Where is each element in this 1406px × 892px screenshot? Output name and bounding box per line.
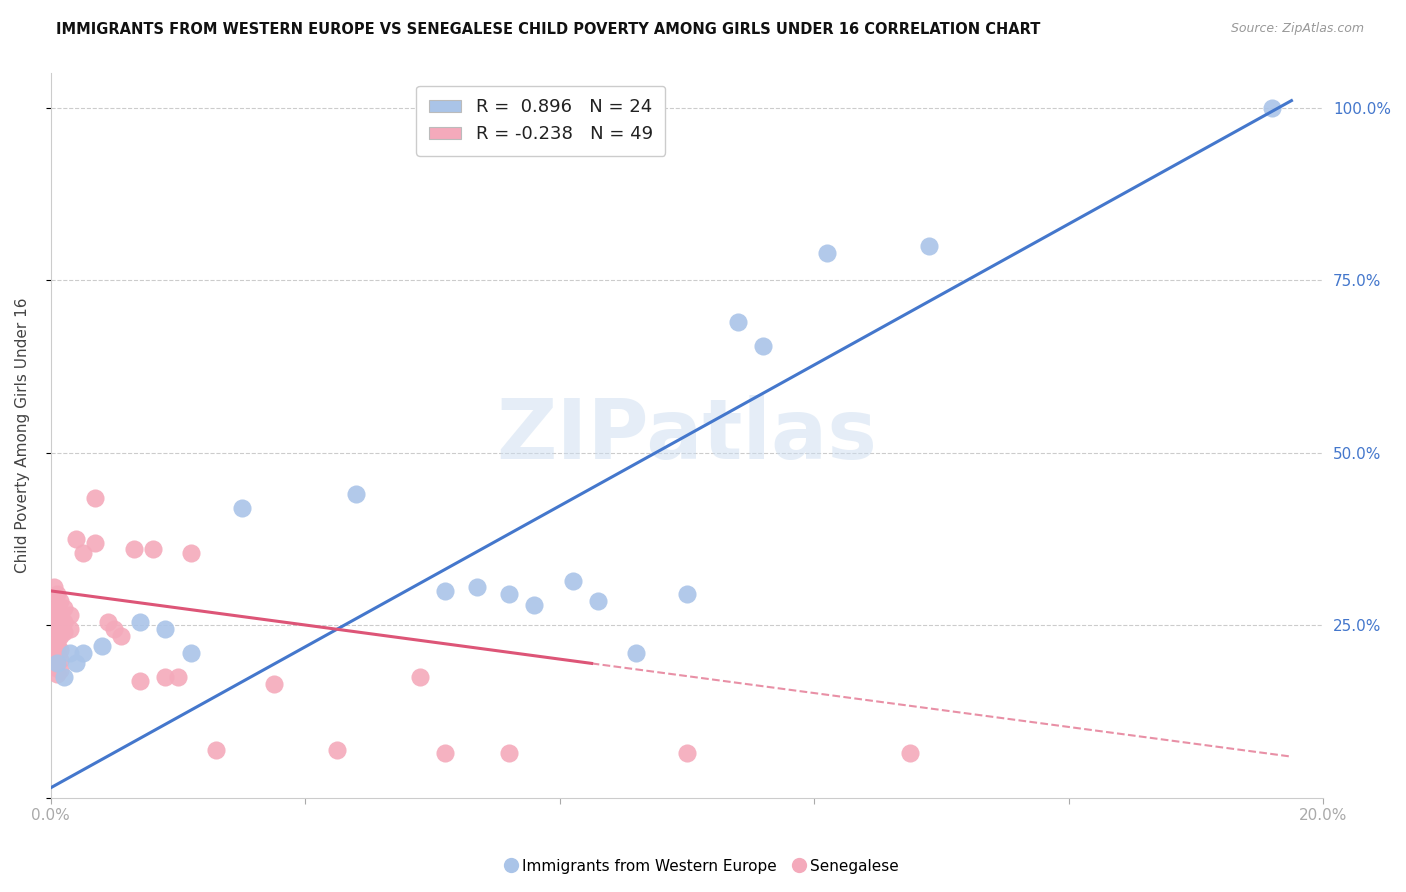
Point <box>46 636 69 650</box>
Legend: Immigrants from Western Europe, Senegalese: Immigrants from Western Europe, Senegale… <box>501 853 905 880</box>
Point <box>49 594 72 608</box>
Point <box>46 601 69 615</box>
Point <box>49 629 72 643</box>
Point <box>84 491 107 505</box>
Point <box>523 598 546 612</box>
Point <box>676 746 699 760</box>
Point <box>52 625 75 640</box>
Point <box>155 670 177 684</box>
Point <box>409 670 432 684</box>
Point <box>42 629 65 643</box>
Point <box>46 657 69 671</box>
Point <box>167 670 190 684</box>
Legend: R =  0.896   N = 24, R = -0.238   N = 49: R = 0.896 N = 24, R = -0.238 N = 49 <box>416 86 665 156</box>
Point <box>344 487 367 501</box>
Point <box>42 660 65 674</box>
Point <box>918 238 941 252</box>
Point <box>180 546 202 560</box>
Point <box>46 622 69 636</box>
Point <box>129 615 152 629</box>
Point <box>49 642 72 657</box>
Point <box>46 646 69 660</box>
Point <box>59 622 82 636</box>
Point <box>142 542 165 557</box>
Point <box>42 605 65 619</box>
Text: Source: ZipAtlas.com: Source: ZipAtlas.com <box>1230 22 1364 36</box>
Point <box>52 601 75 615</box>
Point <box>898 746 921 760</box>
Point <box>42 639 65 653</box>
Point <box>42 615 65 629</box>
Point <box>42 649 65 664</box>
Point <box>49 663 72 677</box>
Point <box>263 677 285 691</box>
Point <box>1261 101 1284 115</box>
Point <box>59 608 82 623</box>
Point <box>122 542 145 557</box>
Point <box>727 315 749 329</box>
Point <box>72 546 94 560</box>
Point <box>46 611 69 625</box>
Point <box>84 535 107 549</box>
Point <box>326 742 349 756</box>
Point <box>180 646 202 660</box>
Point <box>110 629 132 643</box>
Point <box>676 587 699 601</box>
Text: ZIPatlas: ZIPatlas <box>496 395 877 476</box>
Point <box>103 622 125 636</box>
Point <box>561 574 583 588</box>
Y-axis label: Child Poverty Among Girls Under 16: Child Poverty Among Girls Under 16 <box>15 298 30 574</box>
Point <box>129 673 152 688</box>
Point <box>52 615 75 629</box>
Point <box>46 657 69 671</box>
Point <box>586 594 609 608</box>
Point <box>90 639 112 653</box>
Point <box>498 587 520 601</box>
Point <box>205 742 228 756</box>
Point <box>97 615 120 629</box>
Point <box>59 646 82 660</box>
Point <box>434 583 457 598</box>
Point <box>434 746 457 760</box>
Point <box>752 339 775 353</box>
Point <box>72 646 94 660</box>
Point <box>49 653 72 667</box>
Text: IMMIGRANTS FROM WESTERN EUROPE VS SENEGALESE CHILD POVERTY AMONG GIRLS UNDER 16 : IMMIGRANTS FROM WESTERN EUROPE VS SENEGA… <box>56 22 1040 37</box>
Point <box>465 581 488 595</box>
Point <box>49 608 72 623</box>
Point <box>49 618 72 632</box>
Point <box>46 587 69 601</box>
Point <box>46 666 69 681</box>
Point <box>624 646 647 660</box>
Point <box>498 746 520 760</box>
Point <box>231 501 253 516</box>
Point <box>155 622 177 636</box>
Point <box>42 594 65 608</box>
Point <box>42 581 65 595</box>
Point <box>815 245 838 260</box>
Point <box>65 532 87 546</box>
Point <box>65 657 87 671</box>
Point <box>52 670 75 684</box>
